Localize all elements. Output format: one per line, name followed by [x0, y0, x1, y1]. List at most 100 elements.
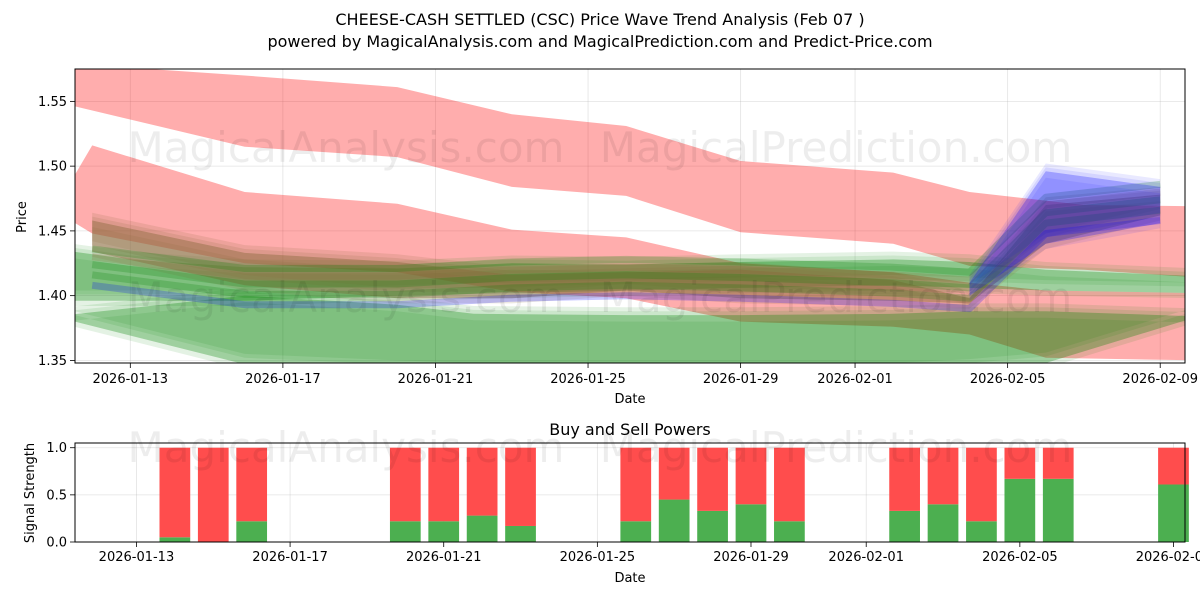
wave-band-4-layer-0 — [92, 186, 1161, 309]
wave-band-3 — [75, 295, 1185, 363]
power-y-ticks: 0.0 0.5 1.0 — [46, 441, 75, 551]
wave-band-6-layer-2 — [969, 167, 1161, 286]
buy-bar — [466, 515, 498, 542]
sell-bar — [697, 447, 728, 511]
wave-band-4 — [92, 194, 1161, 304]
price-x-tick-label: 2026-02-09 — [1122, 372, 1198, 387]
price-x-ticks: 2026-01-13 2026-01-17 2026-01-21 2026-01-25… — [93, 363, 1198, 387]
wave-band-1 — [75, 145, 1185, 361]
price-x-tick-label: 2026-02-05 — [970, 372, 1046, 387]
price-y-tick-label: 1.50 — [38, 160, 67, 175]
wave-band-6-layer-0 — [969, 163, 1161, 301]
price-waves — [75, 69, 1185, 363]
buy-bar — [1004, 478, 1036, 542]
price-x-tick-label: 2026-01-29 — [703, 372, 779, 387]
power-x-tick-label: 2026-02-01 — [828, 550, 904, 565]
wave-band-0 — [75, 69, 1185, 277]
wave-band-3-layer-1 — [75, 302, 1185, 363]
buy-bar — [1042, 478, 1074, 542]
wave-band-2-layer-0 — [75, 244, 1185, 306]
power-title: Buy and Sell Powers — [549, 420, 711, 439]
wave-band-3-layer-2 — [75, 291, 1185, 363]
power-x-tick-label: 2026-01-29 — [713, 550, 789, 565]
buy-bar — [159, 537, 191, 542]
watermark-right-bottom: MagicalPrediction.com — [600, 423, 1073, 472]
price-x-tick-label: 2026-02-01 — [817, 372, 893, 387]
buy-bar — [620, 521, 652, 542]
power-x-tick-label: 2026-01-25 — [560, 550, 636, 565]
buy-bar — [1158, 484, 1189, 542]
wave-band-2 — [75, 251, 1185, 301]
sell-bar — [1042, 447, 1074, 479]
wave-trend-line-0 — [91, 217, 1161, 313]
power-x-label: Date — [614, 571, 645, 586]
power-y-label: Signal Strength — [23, 443, 38, 543]
price-x-tick-label: 2026-01-25 — [550, 372, 626, 387]
buy-bar — [658, 499, 690, 542]
wave-trend-line-4 — [91, 180, 1161, 276]
wave-band-6 — [969, 171, 1161, 296]
sell-bar — [1158, 447, 1189, 485]
sell-bar — [1004, 447, 1036, 479]
price-grid — [75, 69, 1185, 363]
wave-band-2-layer-1 — [75, 258, 1185, 295]
power-y-tick-label: 0.5 — [46, 488, 67, 503]
power-panel: Buy and Sell Powers MagicalAnalysis.com … — [23, 420, 1200, 586]
buy-bar — [428, 521, 460, 542]
power-x-tick-label: 2026-02-09 — [1136, 550, 1200, 565]
wave-band-3-layer-0 — [75, 287, 1185, 363]
sell-bar — [735, 447, 767, 505]
price-x-label: Date — [614, 392, 645, 407]
price-y-tick-label: 1.40 — [38, 289, 67, 304]
buy-bar — [236, 521, 268, 542]
power-y-tick-label: 1.0 — [46, 441, 67, 456]
price-x-tick-label: 2026-01-17 — [245, 372, 321, 387]
sell-bar — [197, 447, 229, 542]
watermark-left-bottom: MagicalAnalysis.com — [128, 423, 565, 472]
sell-bar — [236, 447, 268, 522]
wave-band-4-layer-2 — [92, 190, 1161, 295]
power-x-ticks: 2026-01-13 2026-01-17 2026-01-21 2026-01-25… — [99, 542, 1200, 565]
power-x-tick-label: 2026-01-13 — [99, 550, 175, 565]
price-x-tick-label: 2026-01-13 — [93, 372, 169, 387]
wave-band-2-layer-2 — [75, 247, 1185, 291]
wave-trend-line-3 — [91, 188, 1161, 284]
price-y-tick-label: 1.35 — [38, 354, 67, 369]
wave-trend-line-2 — [91, 196, 1161, 292]
price-waves-clipped — [75, 69, 1185, 363]
buy-bar — [927, 504, 959, 542]
power-y-tick-label: 0.0 — [46, 536, 67, 551]
buy-bar — [735, 504, 767, 542]
buy-bar — [966, 521, 997, 542]
power-bars — [159, 447, 1189, 542]
price-x-tick-label: 2026-01-21 — [398, 372, 474, 387]
buy-bar — [697, 510, 728, 542]
sell-bar — [428, 447, 460, 522]
sell-bar — [966, 447, 997, 522]
sell-bar — [889, 447, 920, 511]
price-y-tick-label: 1.55 — [38, 95, 67, 110]
sell-bar — [658, 447, 690, 500]
sell-bar — [620, 447, 652, 522]
chart-title-line2: powered by MagicalAnalysis.com and Magic… — [267, 32, 932, 51]
price-y-tick-label: 1.45 — [38, 224, 67, 239]
sell-bar — [466, 447, 498, 516]
buy-bar — [505, 525, 536, 542]
watermark-left-top: MagicalAnalysis.com — [128, 123, 565, 172]
watermark-left-mid: MagicalAnalysis.com — [128, 273, 565, 322]
power-axes-frame — [74, 442, 1186, 543]
price-y-label: Price — [15, 201, 30, 233]
sell-bar — [927, 447, 959, 505]
price-y-ticks: 1.35 1.40 1.45 1.50 1.55 — [38, 95, 75, 369]
power-x-tick-label: 2026-02-05 — [982, 550, 1058, 565]
price-axes-frame — [74, 68, 1186, 364]
watermark-right-mid: MagicalPrediction.com — [600, 273, 1073, 322]
chart-title-line1: CHEESE-CASH SETTLED (CSC) Price Wave Tre… — [335, 10, 864, 29]
sell-bar — [505, 447, 536, 526]
sell-bar — [159, 447, 191, 538]
sell-bar — [774, 447, 805, 522]
power-x-tick-label: 2026-01-17 — [252, 550, 328, 565]
buy-bar — [889, 510, 920, 542]
buy-bar — [389, 521, 421, 542]
